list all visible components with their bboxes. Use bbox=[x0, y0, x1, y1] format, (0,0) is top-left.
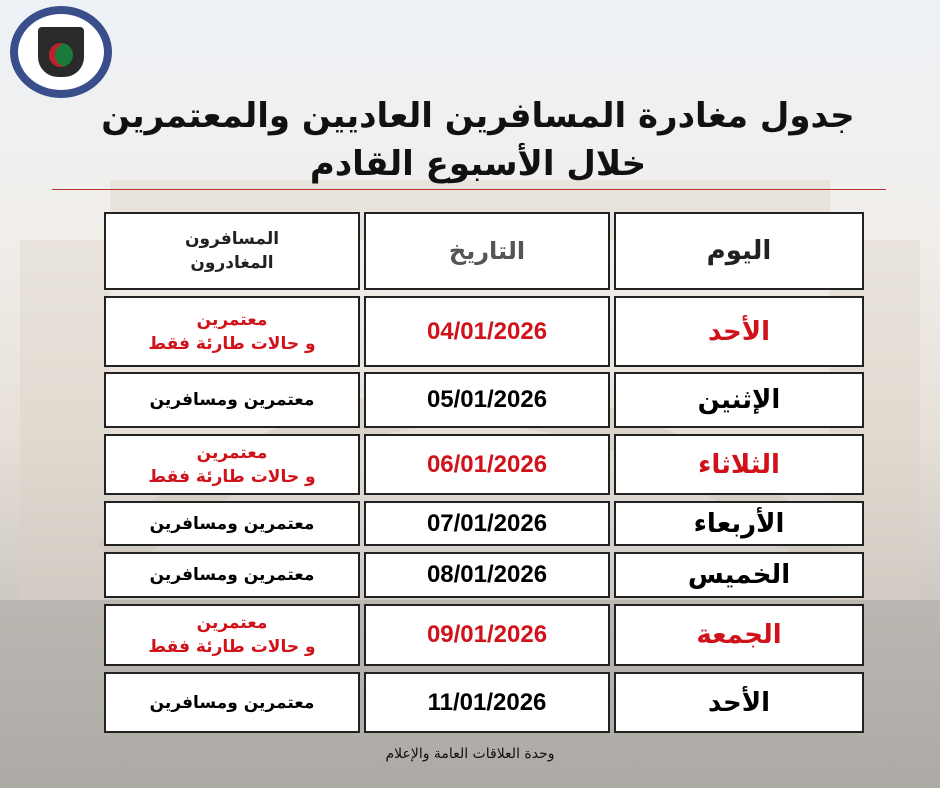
travelers-line2: و حالات طارئة فقط bbox=[148, 466, 316, 487]
day-cell: الأحد bbox=[614, 672, 864, 733]
page-title: جدول مغادرة المسافرين العاديين والمعتمري… bbox=[78, 92, 878, 188]
header-day: اليوم bbox=[614, 212, 864, 290]
day-cell: الأربعاء bbox=[614, 501, 864, 546]
travelers-line1: معتمرين bbox=[196, 442, 268, 463]
header-travelers-line1: المسافرون bbox=[184, 229, 280, 249]
travelers-cell: معتمرين و حالات طارئة فقط bbox=[104, 434, 360, 495]
day-cell: الجمعة bbox=[614, 604, 864, 666]
header-travelers: المسافرون المغادرون bbox=[104, 212, 360, 290]
travelers-line1: معتمرين ومسافرين bbox=[149, 565, 315, 585]
title-line-2: خلال الأسبوع القادم bbox=[309, 144, 647, 184]
day-cell: الخميس bbox=[614, 552, 864, 598]
travelers-cell: معتمرين ومسافرين bbox=[104, 501, 360, 546]
date-cell: 06/01/2026 bbox=[364, 434, 610, 495]
date-cell: 04/01/2026 bbox=[364, 296, 610, 367]
travelers-cell: معتمرين و حالات طارئة فقط bbox=[104, 604, 360, 666]
title-line-1: جدول مغادرة المسافرين العاديين والمعتمري… bbox=[101, 96, 855, 136]
travelers-cell: معتمرين ومسافرين bbox=[104, 552, 360, 598]
header-date: التاريخ bbox=[364, 212, 610, 290]
travelers-cell: معتمرين ومسافرين bbox=[104, 372, 360, 428]
travelers-cell: معتمرين و حالات طارئة فقط bbox=[104, 296, 360, 367]
divider bbox=[52, 189, 886, 190]
travelers-cell: معتمرين ومسافرين bbox=[104, 672, 360, 733]
travelers-line2: و حالات طارئة فقط bbox=[148, 637, 316, 657]
authority-logo bbox=[10, 6, 112, 98]
travelers-line1: معتمرين bbox=[196, 309, 268, 330]
day-cell: الثلاثاء bbox=[614, 434, 864, 495]
travelers-line1: معتمرين ومسافرين bbox=[149, 390, 315, 410]
date-cell: 07/01/2026 bbox=[364, 501, 610, 546]
footer-unit: وحدة العلاقات العامة والإعلام bbox=[385, 746, 555, 762]
header-travelers-line2: المغادرون bbox=[190, 253, 274, 273]
travelers-line1: معتمرين bbox=[196, 613, 268, 633]
date-cell: 08/01/2026 bbox=[364, 552, 610, 598]
travelers-line1: معتمرين ومسافرين bbox=[149, 692, 315, 713]
travelers-line1: معتمرين ومسافرين bbox=[149, 513, 315, 534]
day-cell: الأحد bbox=[614, 296, 864, 367]
date-cell: 09/01/2026 bbox=[364, 604, 610, 666]
date-cell: 05/01/2026 bbox=[364, 372, 610, 428]
travelers-line2: و حالات طارئة فقط bbox=[148, 333, 316, 354]
date-cell: 11/01/2026 bbox=[364, 672, 610, 733]
day-cell: الإثنين bbox=[614, 372, 864, 428]
